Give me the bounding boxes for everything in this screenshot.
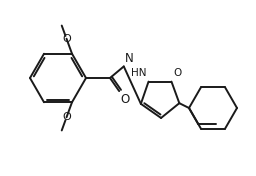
Text: O: O: [174, 68, 182, 78]
Text: O: O: [62, 112, 71, 122]
Text: O: O: [62, 34, 71, 44]
Text: O: O: [120, 93, 130, 106]
Text: HN: HN: [131, 68, 146, 78]
Text: N: N: [125, 52, 134, 65]
